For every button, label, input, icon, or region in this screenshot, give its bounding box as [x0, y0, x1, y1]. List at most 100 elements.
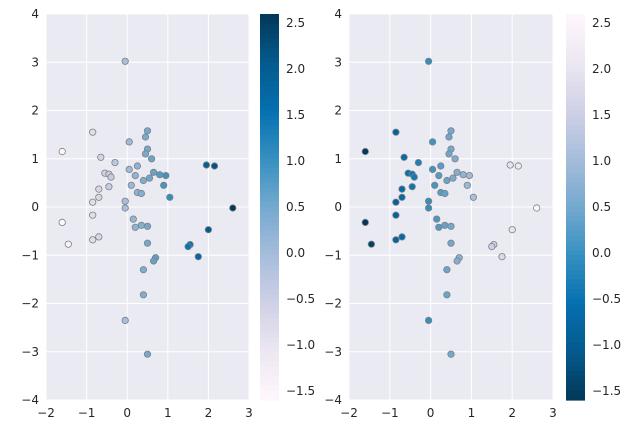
- left-colorbar-segment: [260, 38, 279, 44]
- left-colorbar-tick-label: 0.5: [286, 200, 305, 214]
- left-data-point: [125, 165, 133, 173]
- right-data-point: [443, 176, 451, 185]
- left-colorbar-tick-label: 0.0: [286, 246, 305, 260]
- left-colorbar-segment: [260, 298, 279, 305]
- right-colorbar-segment: [566, 313, 585, 319]
- left-colorbar-segment: [260, 96, 279, 102]
- left-data-point: [125, 138, 133, 146]
- left-data-point: [145, 174, 154, 182]
- left-x-tick-label: 1: [164, 406, 172, 420]
- right-colorbar-segment: [566, 298, 585, 305]
- right-colorbar: −1.5 −1.0 −0.5 0.0 0.5 1.0 1.5 2.0 2.5: [566, 14, 621, 401]
- right-data-point: [424, 197, 433, 205]
- right-x-tick-label: 0: [427, 406, 435, 420]
- right-colorbar-segment: [566, 274, 585, 280]
- left-colorbar-segment: [260, 192, 279, 198]
- right-x-tick-label: 3: [549, 406, 557, 420]
- right-colorbar-segment: [566, 57, 585, 63]
- left-colorbar-segment: [260, 91, 279, 97]
- left-colorbar-segment: [260, 86, 279, 92]
- left-colorbar-segment: [260, 269, 279, 276]
- right-data-point: [451, 155, 459, 163]
- left-colorbar-segment: [260, 14, 279, 20]
- left-data-point: [127, 181, 135, 189]
- right-colorbar-segment: [566, 144, 585, 150]
- right-colorbar-segment: [566, 207, 585, 213]
- left-colorbar-segment: [260, 129, 279, 136]
- left-data-point: [184, 243, 192, 251]
- left-colorbar-segment: [260, 279, 279, 285]
- right-colorbar-segment: [566, 216, 585, 223]
- right-y-tick-label: 0: [334, 200, 342, 214]
- left-x-tick-label: −2: [37, 406, 55, 420]
- right-colorbar-segment: [566, 390, 585, 396]
- left-colorbar: −1.5 −1.0 −0.5 0.0 0.5 1.0 1.5 2.0 2.5: [260, 14, 315, 401]
- left-colorbar-segment: [260, 260, 279, 266]
- right-y-tick-label: 3: [334, 55, 342, 69]
- right-data-point: [392, 236, 400, 244]
- left-colorbar-segment: [260, 28, 279, 34]
- right-colorbar-segment: [566, 342, 585, 348]
- left-data-point: [131, 172, 139, 180]
- right-colorbar-segment: [566, 346, 585, 353]
- right-colorbar-segment: [566, 221, 585, 227]
- right-data-point: [443, 266, 451, 274]
- left-data-point: [150, 168, 158, 176]
- right-data-point: [392, 128, 400, 136]
- left-colorbar-segment: [260, 207, 279, 213]
- left-colorbar-segment: [260, 327, 279, 334]
- left-colorbar-tick-label: 1.5: [286, 108, 305, 122]
- left-data-point: [143, 222, 152, 230]
- right-colorbar-segment: [566, 81, 585, 87]
- right-grid: [348, 13, 554, 401]
- left-colorbar-segment: [260, 245, 279, 252]
- left-colorbar-segment: [260, 187, 279, 194]
- right-colorbar-segment: [566, 47, 585, 54]
- right-data-point: [469, 193, 477, 201]
- left-colorbar-segment: [260, 149, 279, 155]
- right-data-point: [400, 153, 408, 161]
- left-colorbar-tick-label: 1.0: [286, 154, 305, 168]
- left-colorbar-segment: [260, 202, 279, 208]
- left-colorbar-segment: [260, 380, 279, 387]
- right-colorbar-segment: [566, 395, 585, 401]
- right-colorbar-segment: [566, 173, 585, 179]
- right-y-tick-label: −3: [324, 345, 342, 359]
- left-colorbar-segment: [260, 67, 279, 73]
- right-data-point: [465, 172, 473, 180]
- left-colorbar-tick-label: 2.5: [286, 16, 305, 30]
- left-data-point: [137, 221, 145, 229]
- left-colorbar-segment: [260, 158, 279, 165]
- left-y-tick-label: −3: [21, 345, 39, 359]
- right-colorbar-segment: [566, 317, 585, 324]
- left-data-point: [64, 240, 72, 248]
- left-colorbar-segment: [260, 390, 279, 396]
- right-y-tick-label: 1: [334, 152, 342, 166]
- left-data-point: [162, 172, 170, 180]
- left-data-point: [229, 204, 237, 212]
- left-colorbar-segment: [260, 274, 279, 280]
- left-colorbar-segment: [260, 216, 279, 223]
- left-colorbar-tick-label: −1.0: [286, 338, 315, 352]
- right-colorbar-segment: [566, 260, 585, 266]
- right-colorbar-segment: [566, 120, 585, 126]
- right-colorbar-tick-label: 1.0: [592, 154, 611, 168]
- left-colorbar-segment: [260, 139, 279, 145]
- left-scatter-panel: −2 −1 0 1 2 3 −4 −3 −2 −1 0 1 2 3 4: [21, 7, 253, 420]
- right-x-tick-label: −1: [381, 406, 399, 420]
- right-data-point: [398, 193, 406, 201]
- left-colorbar-segment: [260, 57, 279, 63]
- right-x-tick-labels: −2 −1 0 1 2 3: [340, 406, 557, 420]
- left-x-tick-label: 2: [205, 406, 213, 420]
- left-data-point: [156, 171, 164, 179]
- right-colorbar-segment: [566, 279, 585, 285]
- left-colorbar-segment: [260, 182, 279, 189]
- left-colorbar-segment: [260, 153, 279, 160]
- right-y-tick-labels: −4 −3 −2 −1 0 1 2 3 4: [324, 7, 342, 407]
- left-colorbar-segment: [260, 250, 279, 256]
- right-data-point: [424, 316, 433, 324]
- right-colorbar-tick-label: −0.5: [592, 292, 621, 306]
- right-colorbar-segment: [566, 240, 585, 247]
- left-data-point: [160, 181, 168, 189]
- right-colorbar-segment: [566, 366, 585, 372]
